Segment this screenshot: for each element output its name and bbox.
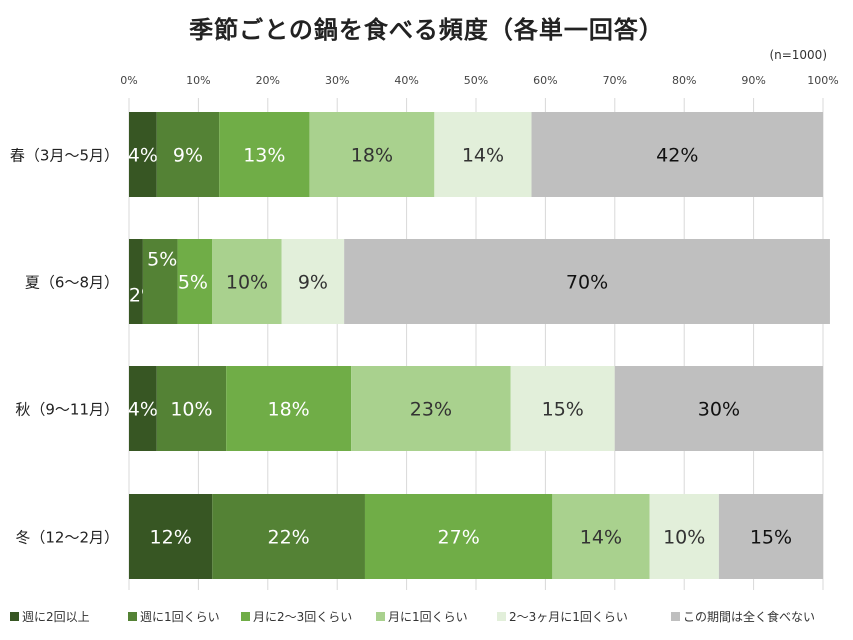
x-tick-label: 80% [672, 74, 696, 87]
data-label: 15% [750, 527, 792, 549]
legend-label: 月に1回くらい [388, 610, 468, 624]
category-label: 秋（9～11月） [15, 401, 119, 419]
chart-title: 季節ごとの鍋を食べる頻度（各単一回答） [189, 16, 664, 44]
bar-segment [219, 112, 310, 197]
x-tick-label: 70% [603, 74, 627, 87]
data-label: 18% [351, 145, 393, 167]
x-tick-label: 60% [533, 74, 557, 87]
bar-segment [226, 366, 352, 451]
data-label: 4% [128, 399, 158, 421]
bar-segment [351, 366, 511, 451]
legend-swatch [241, 612, 250, 621]
legend-swatch [128, 612, 137, 621]
bar-segment [129, 366, 157, 451]
legend-label: この期間は全く食べない [683, 609, 815, 624]
category-label: 春（3月～5月） [10, 147, 119, 165]
legend: 週に2回以上 週に1回くらい 月に2～3回くらい 月に1回くらい 2～3ヶ月に1回くらい… [10, 609, 815, 624]
data-label: 10% [170, 399, 212, 421]
legend-swatch [10, 612, 19, 621]
category-label: 冬（12～2月） [15, 529, 119, 547]
bar-segment [552, 494, 650, 579]
bar-segment [129, 112, 157, 197]
data-label: 10% [663, 527, 705, 549]
data-label: 10% [226, 272, 268, 294]
bar-segment [718, 494, 823, 579]
x-tick-label: 100% [807, 74, 838, 87]
data-label: 42% [656, 145, 698, 167]
bar-segment [281, 239, 345, 324]
bar-segment [649, 494, 719, 579]
bar-segment [212, 494, 365, 579]
data-label: 14% [580, 527, 622, 549]
data-label: 30% [698, 399, 740, 421]
data-label: 5% [147, 249, 177, 271]
bar-segment [531, 112, 823, 197]
category-labels: 春（3月～5月） 夏（6～8月） 秋（9～11月） 冬（12～2月） [10, 147, 119, 547]
bar-segment [156, 112, 220, 197]
bar-segment [129, 239, 143, 324]
data-label: 5% [178, 272, 208, 294]
data-label: 9% [298, 272, 328, 294]
x-tick-label: 90% [741, 74, 765, 87]
x-axis-ticks: 0% 10% 20% 30% 40% 50% 60% 70% 80% 90% 100% [120, 74, 838, 87]
data-label: 9% [173, 145, 203, 167]
legend-label: 月に2～3回くらい [253, 610, 352, 624]
data-label: 22% [268, 527, 310, 549]
legend-label: 週に1回くらい [140, 610, 220, 624]
data-label: 70% [566, 272, 608, 294]
bar-segment [614, 366, 823, 451]
bar-segment [212, 239, 282, 324]
bar-segment [177, 239, 213, 324]
data-label: 4% [128, 145, 158, 167]
bar-segment [364, 494, 553, 579]
sample-size-note: (n=1000) [769, 48, 827, 62]
x-tick-label: 50% [464, 74, 488, 87]
bars: 4%9%13%18%14%42%2%5%5%10%9%70%4%10%18%23… [128, 112, 830, 579]
data-label: 12% [150, 527, 192, 549]
data-label: 23% [410, 399, 452, 421]
bar-segment [434, 112, 532, 197]
category-label: 夏（6～8月） [25, 274, 119, 292]
data-label: 15% [542, 399, 584, 421]
x-tick-label: 40% [394, 74, 418, 87]
bar-segment [142, 239, 178, 324]
legend-label: 週に2回以上 [22, 610, 90, 624]
bar-segment [156, 366, 227, 451]
bar-segment [510, 366, 615, 451]
data-label: 13% [243, 145, 285, 167]
x-tick-label: 20% [256, 74, 280, 87]
data-label: 18% [268, 399, 310, 421]
bar-segment [309, 112, 435, 197]
legend-swatch [671, 612, 680, 621]
data-label: 27% [438, 527, 480, 549]
legend-swatch [497, 612, 506, 621]
bar-segment [129, 494, 213, 579]
x-tick-label: 30% [325, 74, 349, 87]
x-tick-label: 0% [120, 74, 137, 87]
legend-label: 2～3ヶ月に1回くらい [509, 610, 628, 624]
bar-segment [344, 239, 830, 324]
data-label: 14% [462, 145, 504, 167]
x-tick-label: 10% [186, 74, 210, 87]
legend-swatch [376, 612, 385, 621]
